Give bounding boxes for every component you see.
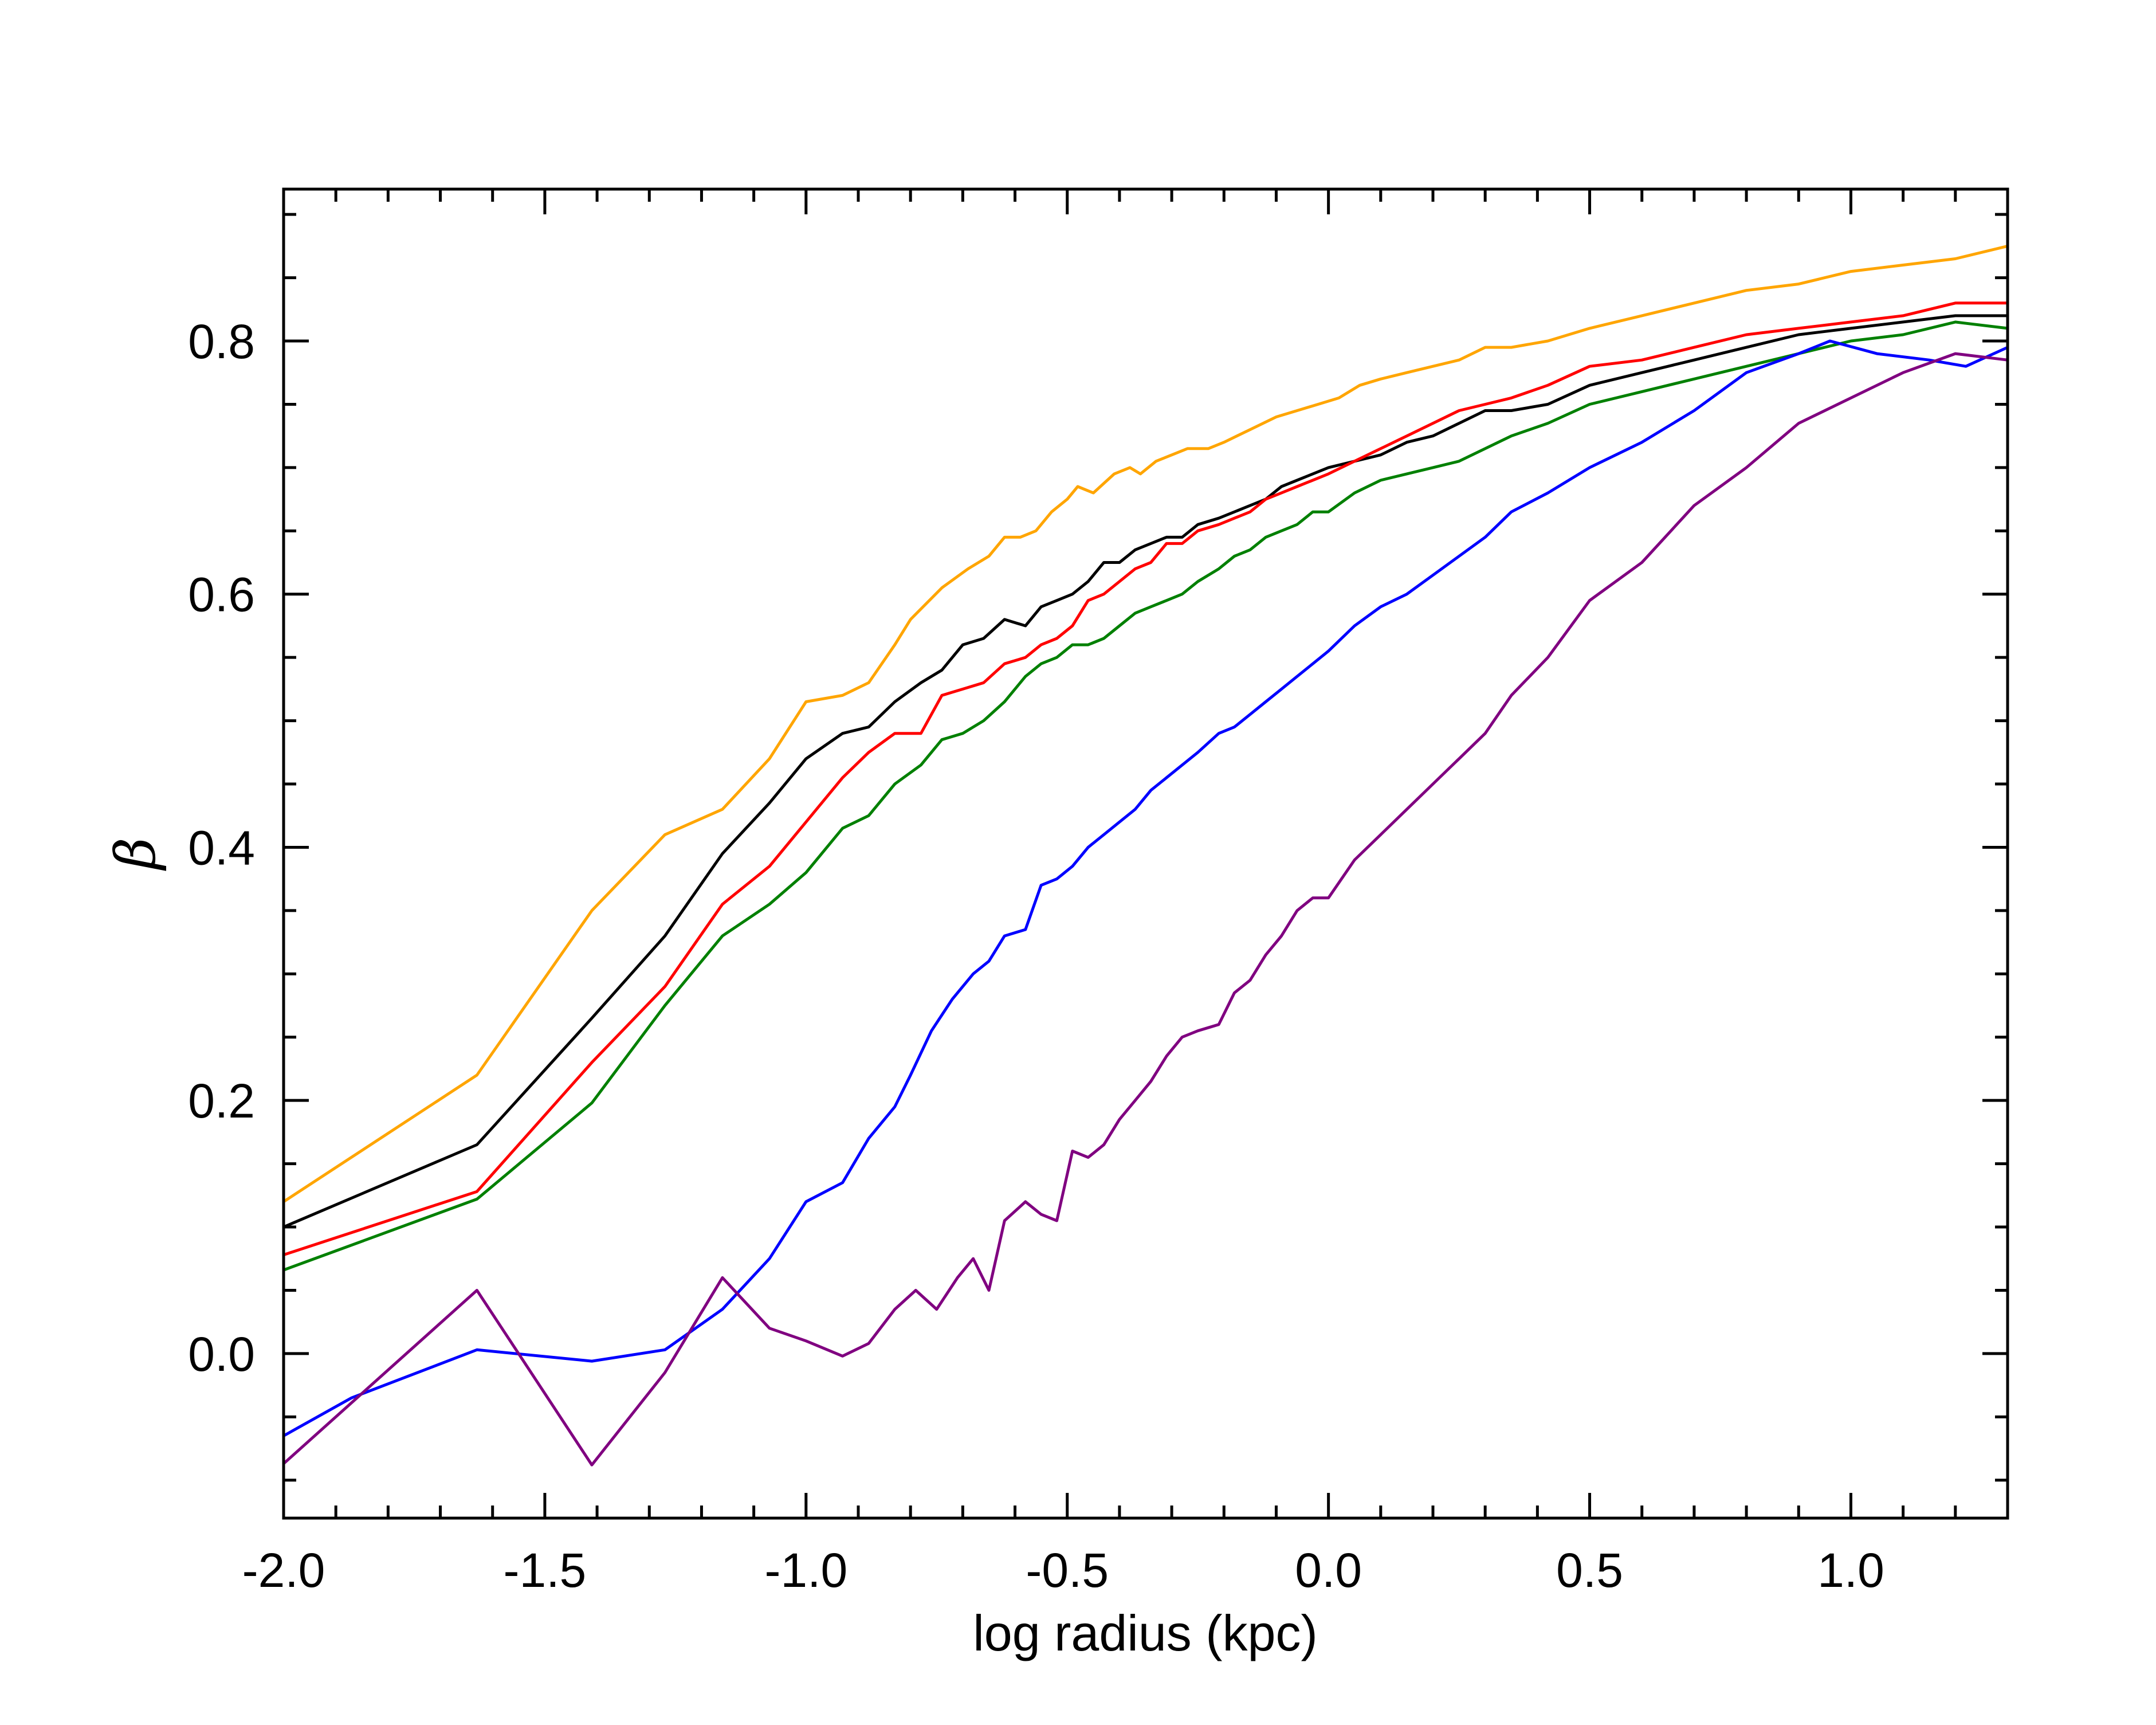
x-tick-label: -0.5 [1026,1543,1109,1597]
tick-labels: -2.0 -1.5 -1.0 -0.5 0.0 0.5 1.0 0.0 0.2 0.4 0.6 0.8 [188,315,1884,1597]
y-tick-label: 0.8 [188,315,255,368]
series-line-5 [282,339,2009,1437]
y-tick-label: 0.0 [188,1327,255,1381]
x-axis-title: log radius (kpc) [973,1605,1318,1661]
tick-marks [282,189,2009,1518]
series-layer [282,244,2009,1467]
y-tick-label: 0.2 [188,1074,255,1128]
series-line-1 [282,244,2009,1203]
x-tick-label: -1.0 [764,1543,847,1597]
x-tick-label: -1.5 [504,1543,587,1597]
x-tick-label: 1.0 [1817,1543,1884,1597]
series-line-6 [282,352,2009,1467]
y-tick-label: 0.6 [188,568,255,622]
x-tick-label: 0.0 [1295,1543,1362,1597]
series-line-2 [282,314,2009,1229]
x-tick-label: -2.0 [242,1543,325,1597]
plot-frame [282,187,2009,1520]
series-line-3 [282,301,2009,1257]
y-axis-title: β [104,837,168,871]
series-line-4 [282,320,2009,1272]
x-tick-label: 0.5 [1556,1543,1623,1597]
y-tick-label: 0.4 [188,821,255,875]
